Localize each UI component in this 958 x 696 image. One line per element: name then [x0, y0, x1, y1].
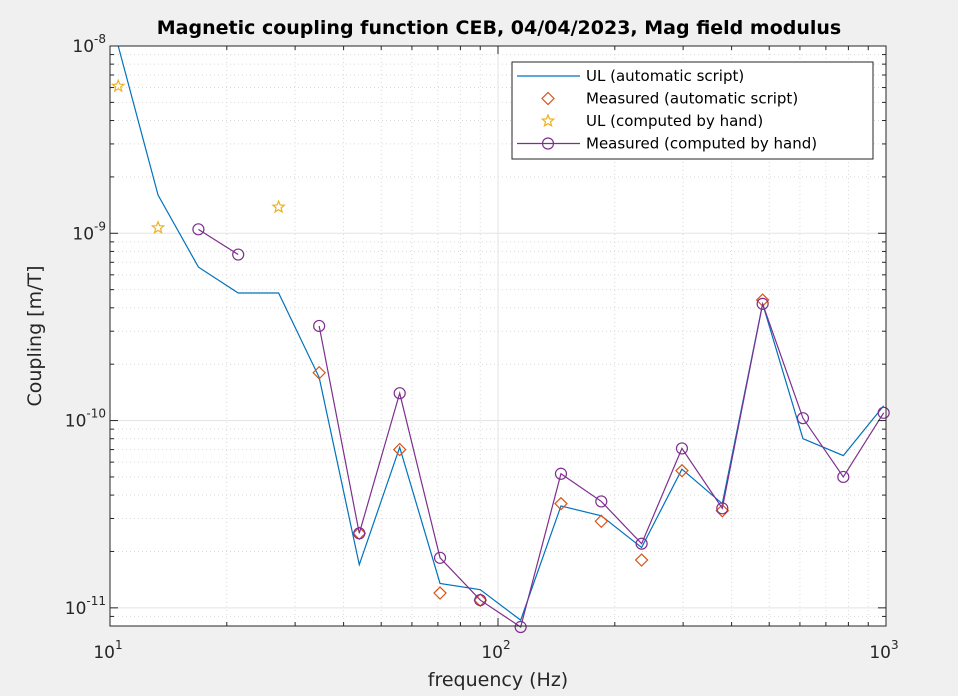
series-2: [110, 78, 286, 234]
data-point-circle: [635, 537, 648, 550]
legend: UL (automatic script) Measured (automatic…: [511, 61, 874, 160]
chart-title: Magnetic coupling function CEB, 04/04/20…: [157, 17, 841, 39]
y-tick-label: 10-9: [72, 219, 106, 244]
data-point-circle: [554, 467, 568, 480]
data-point-circle: [716, 502, 729, 515]
data-point-circle: [837, 470, 850, 484]
data-point-circle: [877, 406, 890, 419]
y-tick-label: 10-11: [65, 594, 106, 619]
data-point-diamond: [715, 503, 730, 518]
data-point-circle: [675, 442, 689, 455]
data-point-circle: [514, 620, 527, 634]
data-point-diamond: [594, 514, 609, 529]
data-point-diamond: [433, 586, 447, 600]
data-point-circle: [232, 248, 245, 261]
data-point-circle: [393, 387, 406, 400]
major-grid: [110, 46, 886, 626]
data-point-circle: [756, 297, 769, 310]
data-point-circle: [433, 551, 447, 564]
data-point-circle: [313, 319, 326, 333]
legend-label: UL (automatic script): [586, 67, 744, 85]
legend-label: Measured (computed by hand): [586, 135, 817, 153]
data-point-diamond: [675, 463, 689, 478]
data-point-star: [271, 199, 286, 214]
data-point-star: [150, 220, 166, 234]
x-tick-labels: 101 102 103: [93, 638, 898, 663]
x-tick-label: 101: [93, 638, 122, 663]
legend-diamond-swatch: [541, 91, 555, 106]
legend-star-swatch: [540, 113, 556, 128]
y-tick-label: 10-10: [65, 407, 106, 432]
data-point-diamond: [312, 365, 327, 380]
x-tick-label: 102: [481, 638, 510, 663]
data-point-diamond: [554, 496, 568, 511]
data-point-circle: [192, 223, 205, 236]
data-point-diamond: [392, 442, 407, 457]
data-point-circle: [796, 412, 810, 425]
data-point-star: [110, 78, 126, 93]
series-layer: [110, 45, 890, 634]
legend-circle-swatch: [541, 137, 555, 150]
data-point-circle: [595, 495, 608, 508]
x-tick-label: 103: [869, 638, 898, 663]
tick-marks: [109, 45, 887, 626]
x-axis-label: frequency (Hz): [428, 669, 568, 691]
series-3: [192, 223, 890, 634]
data-point-circle: [353, 527, 366, 540]
data-point-diamond: [634, 553, 649, 567]
data-point-circle: [474, 593, 487, 607]
y-axis-label: Coupling [m/T]: [24, 265, 46, 406]
legend-box: [511, 61, 874, 160]
y-tick-label: 10-8: [72, 32, 106, 57]
legend-label: UL (computed by hand): [586, 112, 763, 130]
legend-label: Measured (automatic script): [586, 90, 798, 108]
series-line: [198, 228, 885, 628]
y-tick-labels: 10-8 10-9 10-10 10-11: [65, 32, 106, 619]
